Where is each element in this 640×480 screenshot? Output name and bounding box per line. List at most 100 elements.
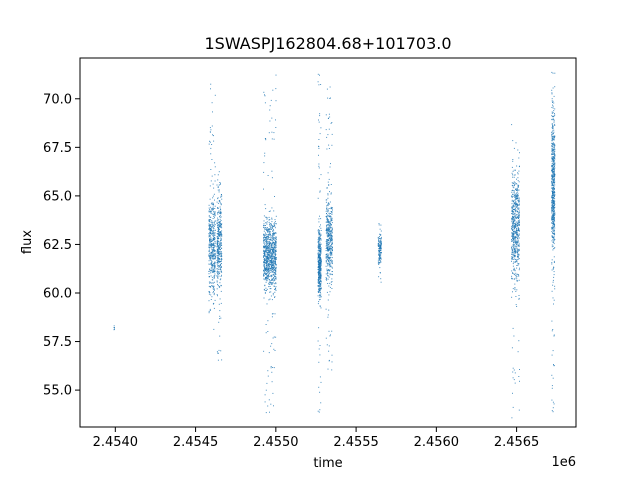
data-point bbox=[552, 206, 554, 208]
data-point bbox=[219, 223, 221, 224]
data-point bbox=[273, 270, 275, 272]
data-point bbox=[327, 247, 329, 249]
data-point bbox=[319, 268, 321, 270]
data-point bbox=[265, 277, 267, 279]
data-point bbox=[552, 142, 554, 144]
data-point bbox=[551, 127, 553, 129]
data-point bbox=[512, 377, 514, 379]
data-point bbox=[327, 239, 329, 240]
data-point bbox=[267, 320, 269, 322]
data-point bbox=[326, 148, 328, 150]
data-point bbox=[265, 237, 267, 238]
data-point bbox=[266, 218, 268, 220]
data-point bbox=[553, 169, 555, 171]
data-point bbox=[553, 256, 555, 258]
data-point bbox=[329, 86, 331, 88]
data-point bbox=[272, 254, 274, 255]
data-point bbox=[216, 240, 218, 242]
data-point bbox=[220, 266, 222, 268]
data-point bbox=[214, 244, 216, 246]
data-point bbox=[268, 231, 270, 233]
data-point bbox=[216, 275, 218, 277]
data-point bbox=[320, 287, 322, 289]
data-point bbox=[318, 147, 320, 149]
data-point bbox=[211, 245, 212, 247]
data-point bbox=[552, 225, 554, 227]
data-point bbox=[517, 226, 519, 228]
data-point bbox=[217, 211, 219, 213]
data-point bbox=[213, 275, 215, 277]
data-point bbox=[329, 191, 330, 193]
data-point bbox=[513, 203, 515, 205]
data-point bbox=[551, 226, 553, 228]
data-point bbox=[272, 242, 274, 244]
data-point bbox=[551, 137, 553, 139]
data-point bbox=[210, 254, 212, 256]
data-point bbox=[326, 242, 328, 244]
data-point bbox=[318, 84, 320, 86]
data-point bbox=[516, 259, 518, 260]
data-point bbox=[266, 261, 267, 263]
data-point bbox=[275, 272, 277, 274]
data-point bbox=[220, 216, 222, 218]
data-point bbox=[511, 209, 513, 211]
data-point bbox=[272, 253, 274, 255]
data-point bbox=[267, 236, 268, 238]
data-point bbox=[551, 179, 553, 181]
data-point bbox=[514, 227, 516, 229]
data-point bbox=[511, 347, 513, 349]
data-point bbox=[214, 245, 216, 247]
data-point bbox=[220, 252, 222, 254]
data-point bbox=[318, 284, 320, 286]
data-point bbox=[214, 254, 216, 256]
data-point bbox=[554, 194, 556, 196]
data-point bbox=[214, 94, 216, 96]
data-point bbox=[553, 119, 555, 121]
data-point bbox=[326, 208, 327, 210]
data-point bbox=[317, 255, 319, 257]
data-point bbox=[516, 243, 518, 245]
data-point bbox=[327, 283, 329, 284]
data-point bbox=[320, 230, 322, 231]
data-point bbox=[513, 190, 515, 192]
data-point bbox=[513, 181, 515, 183]
data-point bbox=[208, 236, 210, 238]
data-point bbox=[552, 249, 554, 251]
data-point bbox=[326, 253, 328, 255]
data-point bbox=[214, 269, 216, 271]
data-point bbox=[511, 222, 513, 224]
data-point bbox=[208, 244, 210, 246]
data-point bbox=[213, 238, 215, 240]
data-point bbox=[512, 220, 514, 222]
data-point bbox=[265, 281, 267, 283]
data-point bbox=[512, 210, 514, 212]
data-point bbox=[380, 242, 381, 244]
data-point bbox=[551, 152, 553, 154]
data-point bbox=[221, 254, 223, 256]
data-point bbox=[265, 222, 267, 224]
data-point bbox=[551, 159, 553, 160]
data-point bbox=[320, 235, 322, 236]
data-point bbox=[553, 172, 555, 173]
data-point bbox=[272, 242, 274, 244]
data-point bbox=[379, 245, 381, 247]
data-point bbox=[515, 258, 516, 260]
data-point bbox=[320, 248, 321, 250]
data-point bbox=[328, 238, 330, 239]
data-point bbox=[318, 146, 320, 148]
data-point bbox=[210, 240, 212, 242]
data-point bbox=[263, 255, 265, 257]
data-point bbox=[551, 259, 553, 261]
data-point bbox=[514, 209, 515, 210]
data-point bbox=[552, 279, 554, 281]
data-point bbox=[551, 218, 553, 220]
data-point bbox=[269, 239, 271, 240]
data-point bbox=[209, 131, 211, 133]
data-point bbox=[378, 257, 380, 259]
data-point bbox=[220, 237, 222, 239]
data-point bbox=[552, 150, 554, 152]
data-point bbox=[263, 289, 265, 291]
data-point bbox=[211, 202, 213, 204]
data-point bbox=[512, 272, 514, 274]
data-point bbox=[270, 239, 272, 241]
